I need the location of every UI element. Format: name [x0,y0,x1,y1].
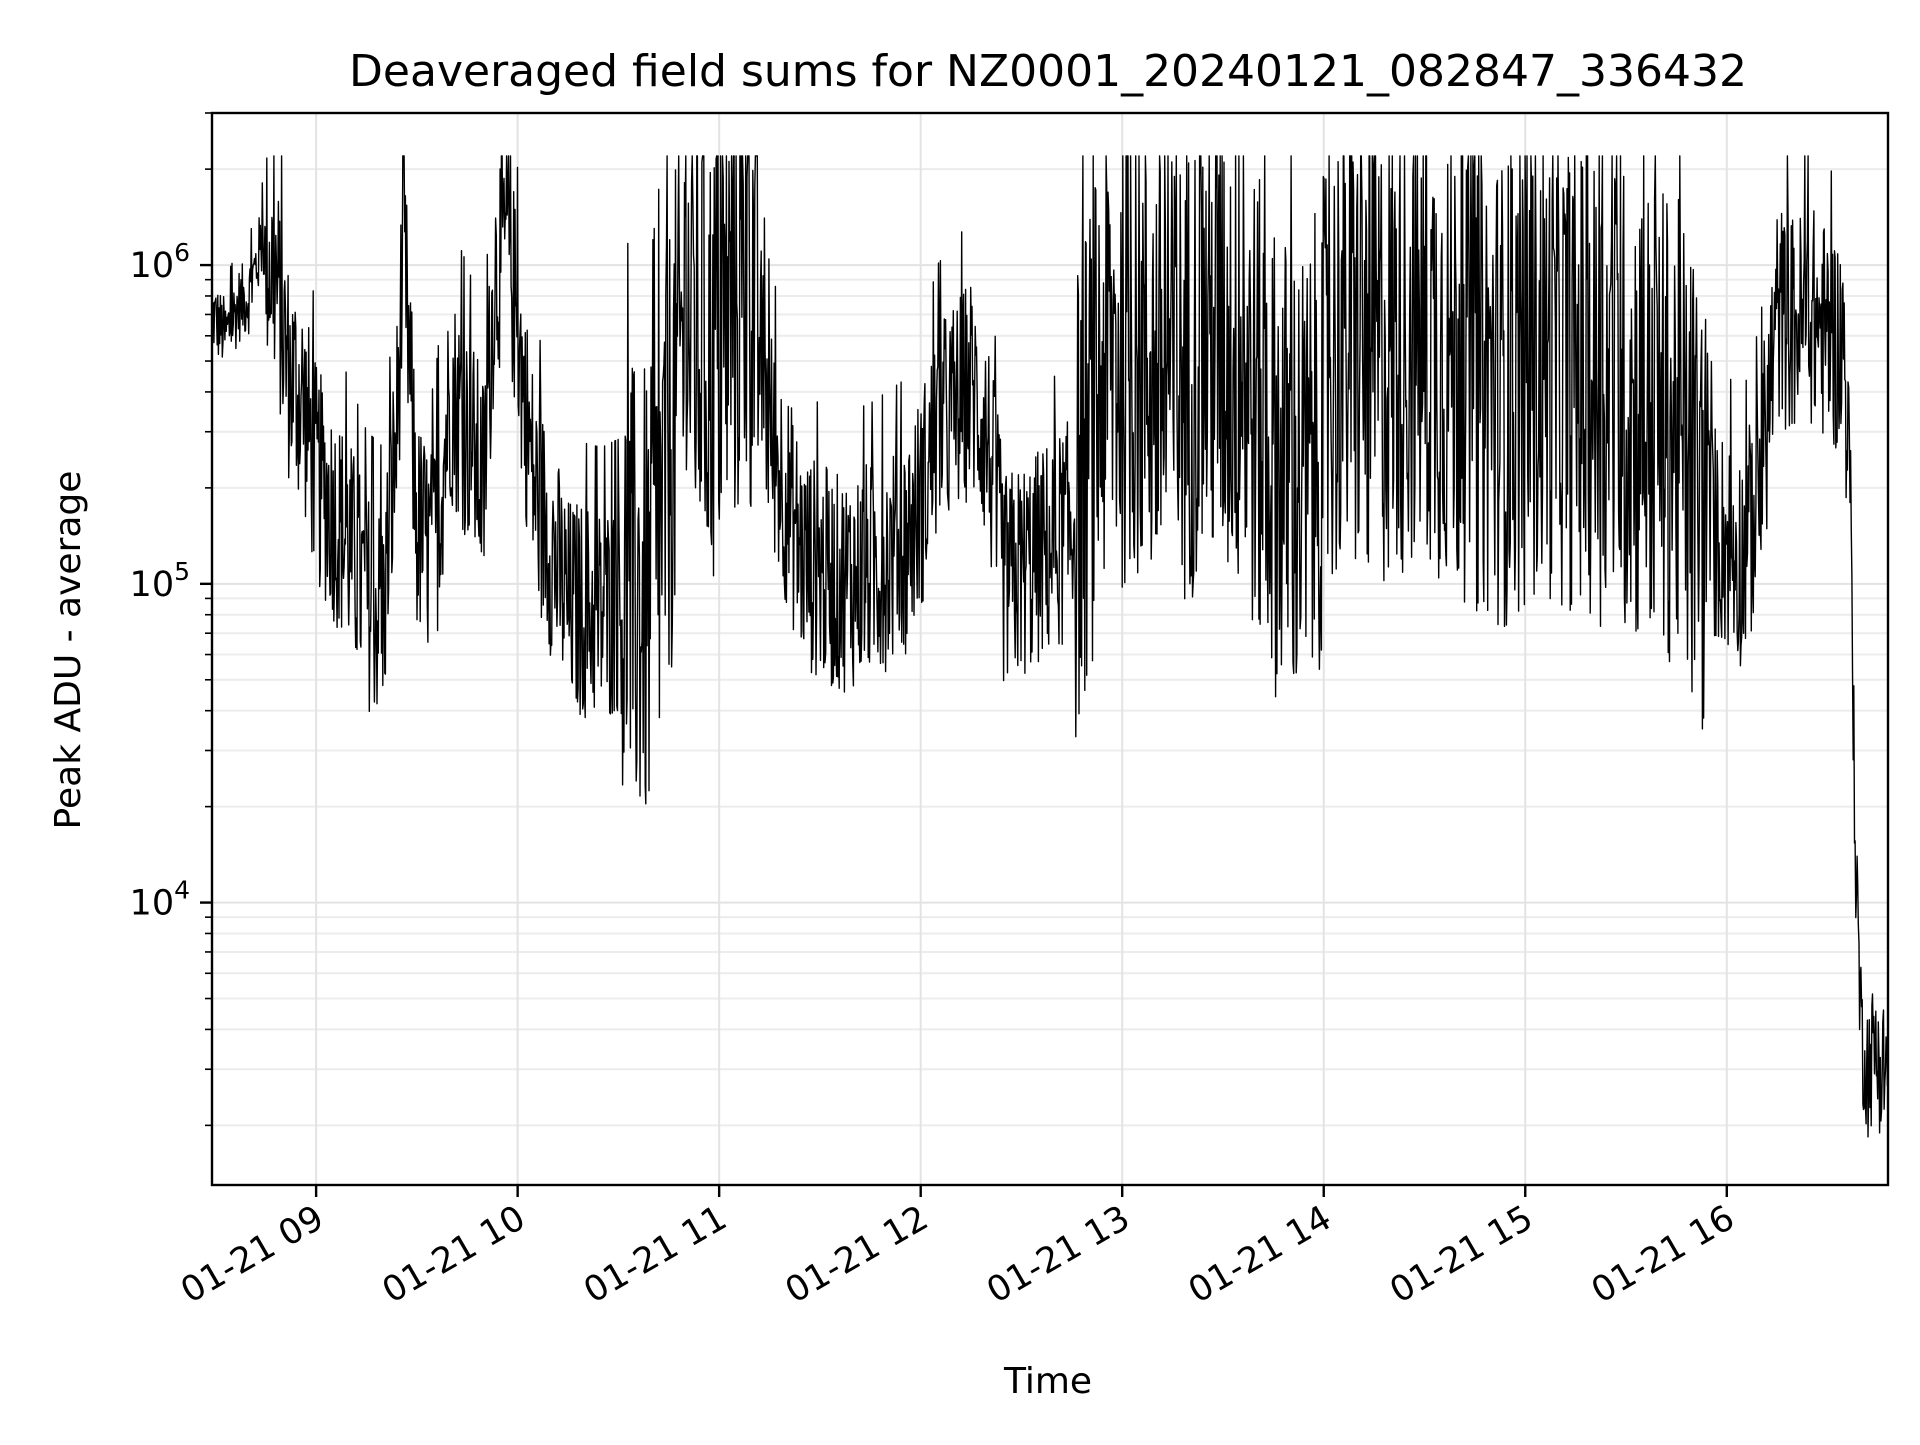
y-tick-label: 105 [130,557,190,605]
x-axis-label: Time [1003,1361,1092,1402]
series-line [211,155,1889,1138]
y-tick-label-base: 10 [130,565,175,605]
y-tick-label-exponent: 4 [174,876,190,905]
y-tick-label-base: 10 [130,884,175,924]
y-tick-label-exponent: 6 [174,238,190,267]
y-tick-label: 106 [130,238,190,286]
y-tick-label-base: 10 [130,246,175,286]
plot-frame [210,111,1890,1187]
y-tick-label: 104 [130,876,190,924]
series-layer [211,155,1889,1138]
y-tick-label-exponent: 5 [174,557,190,586]
chart-title: Deaveraged field sums for NZ0001_2024012… [349,46,1747,97]
y-axis-label: Peak ADU - average [48,471,89,830]
